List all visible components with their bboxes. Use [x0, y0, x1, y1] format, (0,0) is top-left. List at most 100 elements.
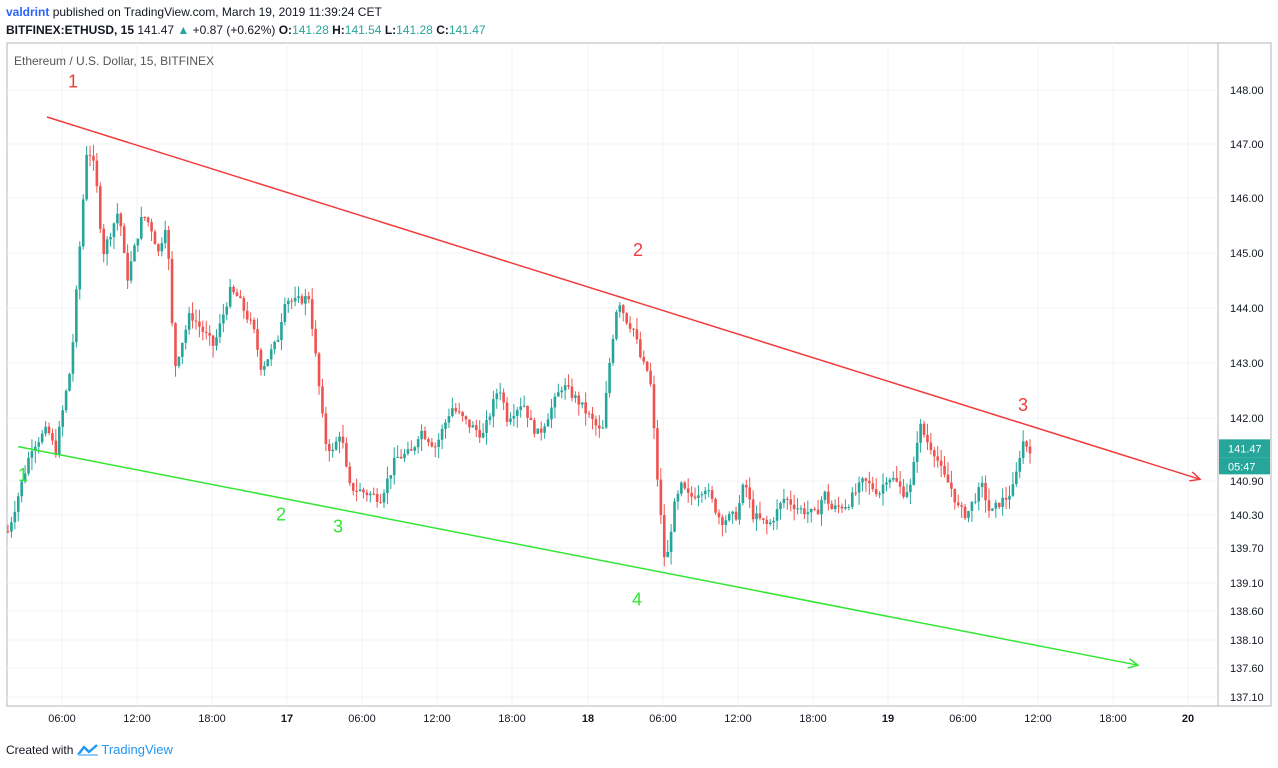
candle-body: [47, 426, 51, 434]
candle-body: [809, 508, 813, 513]
time-tick-label: 19: [882, 713, 894, 725]
candle-body: [290, 300, 293, 302]
candle-body: [868, 480, 871, 484]
candle-body: [276, 340, 280, 342]
candle-body: [201, 326, 205, 332]
candle-body: [912, 461, 916, 485]
candle-body: [529, 417, 533, 421]
candle-body: [351, 483, 355, 491]
candle-body: [577, 395, 581, 405]
candle-body: [693, 496, 697, 499]
candle-body: [850, 492, 854, 507]
close-label: C:: [436, 23, 449, 37]
candle-body: [102, 228, 106, 255]
candle-body: [112, 223, 116, 238]
candle-body: [956, 502, 960, 506]
candle-body: [905, 492, 909, 497]
candle-body: [324, 413, 328, 445]
candle-body: [263, 366, 266, 370]
time-tick-label: 06:00: [48, 713, 76, 725]
candle-body: [953, 488, 957, 503]
candle-body: [974, 501, 977, 503]
candle-body: [700, 494, 704, 496]
candle-body: [358, 489, 362, 492]
candle-body: [266, 359, 270, 367]
candle-body: [174, 323, 177, 367]
candle-body: [280, 322, 283, 341]
high-value: 141.54: [344, 23, 382, 37]
candle-body: [615, 311, 618, 339]
candle-body: [471, 425, 475, 428]
candle-body: [283, 304, 287, 323]
candle-body: [1028, 446, 1032, 454]
candle-body: [78, 246, 82, 290]
candle-body: [806, 512, 810, 515]
candle-body: [710, 490, 714, 499]
candle-body: [498, 392, 502, 394]
price-tick-label: 139.70: [1230, 543, 1264, 555]
candle-body: [399, 456, 403, 459]
candle-body: [533, 420, 536, 434]
candle-body: [960, 505, 963, 507]
candle-body: [122, 226, 126, 253]
last-price: 141.47: [137, 23, 175, 37]
candle-body: [932, 450, 936, 457]
candle-body: [803, 508, 806, 515]
publish-info: valdrint published on TradingView.com, M…: [6, 5, 382, 19]
time-axis: 06:00 12:00 18:00 17 06:00 12:00 18:00 18 06:00 1…: [48, 713, 1194, 725]
candle-body: [994, 502, 998, 509]
time-tick-label: 12:00: [423, 713, 451, 725]
candle-body: [628, 323, 632, 329]
candle-body: [765, 519, 769, 524]
support-trendline: [17, 445, 1138, 666]
candle-body: [546, 419, 550, 427]
candle-body: [553, 396, 557, 408]
candle-body: [833, 505, 837, 510]
candle-body: [160, 243, 164, 252]
price-tick-label: 147.00: [1230, 139, 1264, 151]
time-tick-label: 06:00: [649, 713, 677, 725]
tradingview-link[interactable]: TradingView: [101, 742, 173, 757]
candle-body: [621, 305, 625, 314]
candle-body: [649, 370, 652, 385]
candle-body: [225, 306, 229, 315]
candle-body: [27, 457, 30, 474]
candle-body: [519, 406, 523, 410]
candle-body: [293, 298, 297, 302]
candle-body: [198, 321, 201, 327]
candle-body: [420, 430, 423, 440]
candle-body: [259, 349, 263, 370]
candle-body: [881, 484, 885, 494]
candle-body: [762, 518, 765, 520]
candle-body: [697, 495, 700, 499]
candle-body: [1018, 458, 1022, 472]
candle-body: [611, 338, 615, 363]
candle-body: [23, 473, 27, 482]
candle-body: [345, 442, 348, 467]
candle-body: [635, 329, 639, 340]
candle-body: [984, 482, 987, 501]
candle-body: [95, 160, 99, 187]
candle-body: [844, 506, 847, 509]
candle-body: [211, 335, 215, 346]
candle-body: [150, 222, 153, 232]
candle-body: [987, 500, 991, 511]
candle-body: [717, 512, 721, 518]
author-link[interactable]: valdrint: [6, 5, 50, 19]
candle-body: [286, 300, 290, 305]
candle-body: [105, 239, 109, 255]
candle-body: [307, 296, 311, 300]
candle-body: [997, 502, 1001, 508]
candle-body: [430, 442, 434, 447]
candles: [6, 144, 1032, 567]
candle-body: [857, 482, 861, 493]
price-axis: 148.00 147.00 146.00 145.00 144.00 143.00 142.…: [1230, 85, 1264, 704]
candle-body: [170, 258, 174, 324]
candle-body: [245, 310, 249, 320]
candle-body: [372, 493, 376, 495]
candle-body: [157, 244, 160, 252]
price-tags: 141.47 05:47: [1219, 439, 1270, 475]
candle-body: [133, 245, 136, 262]
candle-body: [1021, 441, 1025, 459]
